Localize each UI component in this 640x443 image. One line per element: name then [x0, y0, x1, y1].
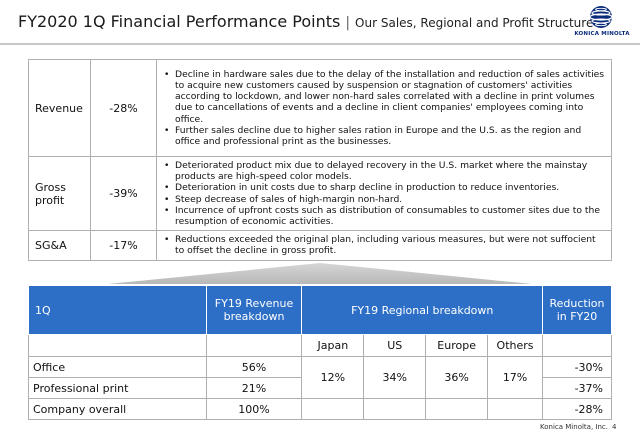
regional-share-japan: 12% — [301, 356, 365, 399]
row-label: Professional print — [28, 377, 207, 399]
summary-change: -17% — [90, 230, 157, 261]
region-header-row: Japan US Europe Others — [28, 334, 612, 357]
footer-company: Konica Minolta, Inc. — [540, 423, 608, 431]
empty-cell — [542, 334, 612, 357]
konica-minolta-globe-icon — [589, 6, 613, 28]
performance-summary-table: Revenue -28% Decline in hardware sales d… — [28, 59, 612, 261]
summary-row-sga: SG&A -17% Reductions exceeded the origin… — [28, 230, 612, 261]
summary-change: -39% — [90, 155, 157, 232]
summary-change: -28% — [90, 59, 157, 157]
summary-row-gross-profit: Gross profit -39% Deteriorated product m… — [28, 155, 612, 232]
region-header-japan: Japan — [301, 334, 365, 357]
summary-point: Decline in hardware sales due to the del… — [163, 69, 605, 125]
revenue-share: 100% — [205, 398, 303, 420]
header-divider — [0, 43, 640, 45]
row-label: Office — [28, 356, 207, 378]
title-main: FY2020 1Q Financial Performance Points — [18, 12, 341, 31]
title-separator: | — [345, 15, 351, 31]
empty-cell — [363, 398, 427, 420]
reduction-value: -28% — [542, 398, 612, 420]
regional-share-europe: 36% — [425, 356, 489, 399]
summary-points: Deteriorated product mix due to delayed … — [156, 155, 612, 232]
regional-share-us: 34% — [363, 356, 427, 399]
breakdown-row-company-overall: Company overall 100% -28% — [28, 398, 612, 420]
logo-wordmark: KONICA MINOLTA — [574, 31, 630, 37]
empty-cell — [28, 334, 207, 357]
summary-points: Reductions exceeded the original plan, i… — [156, 230, 612, 261]
company-logo: KONICA MINOLTA — [574, 5, 629, 43]
breakdown-row-office: Office 56% 12% 34% 36% 17% -30% — [28, 356, 612, 399]
empty-cell — [487, 398, 543, 420]
reduction-header: Reduction in FY20 — [542, 285, 612, 335]
empty-cell — [205, 334, 303, 357]
summary-point: Further sales decline due to higher sale… — [163, 125, 605, 147]
regional-share-others: 17% — [487, 356, 543, 399]
summary-point: Steep decrease of sales of high-margin n… — [163, 194, 605, 205]
summary-points: Decline in hardware sales due to the del… — [156, 59, 612, 157]
revenue-breakdown-header: FY19 Revenue breakdown — [205, 285, 303, 335]
revenue-share: 56% — [205, 356, 303, 378]
summary-item: Gross profit — [28, 155, 91, 232]
slide-header: FY2020 1Q Financial Performance Points | O… — [0, 0, 640, 44]
regional-breakdown-header: FY19 Regional breakdown — [301, 285, 543, 335]
region-header-others: Others — [487, 334, 543, 357]
page-number: 4 — [612, 423, 617, 431]
summary-row-revenue: Revenue -28% Decline in hardware sales d… — [28, 59, 612, 157]
title-subtitle: Our Sales, Regional and Profit Structure — [355, 16, 594, 30]
empty-cell — [425, 398, 489, 420]
summary-point: Reductions exceeded the original plan, i… — [163, 234, 605, 256]
region-header-europe: Europe — [425, 334, 489, 357]
summary-point: Incurrence of upfront costs such as dist… — [163, 205, 605, 227]
reduction-value: -30% — [542, 356, 612, 378]
reduction-value: -37% — [542, 377, 612, 399]
summary-point: Deteriorated product mix due to delayed … — [163, 160, 605, 182]
breakdown-header-row: 1Q FY19 Revenue breakdown FY19 Regional … — [28, 285, 612, 335]
summary-item: SG&A — [28, 230, 91, 261]
empty-cell — [301, 398, 365, 420]
structure-breakdown-table: 1Q FY19 Revenue breakdown FY19 Regional … — [28, 285, 612, 420]
row-label: Company overall — [28, 398, 207, 420]
revenue-share: 21% — [205, 377, 303, 399]
breakdown-row-professional-print: Professional print 21% -37% — [28, 377, 612, 399]
period-header: 1Q — [28, 285, 207, 335]
region-header-us: US — [363, 334, 427, 357]
summary-point: Deterioration in unit costs due to sharp… — [163, 182, 605, 193]
slide-title: FY2020 1Q Financial Performance Points | O… — [18, 12, 593, 31]
